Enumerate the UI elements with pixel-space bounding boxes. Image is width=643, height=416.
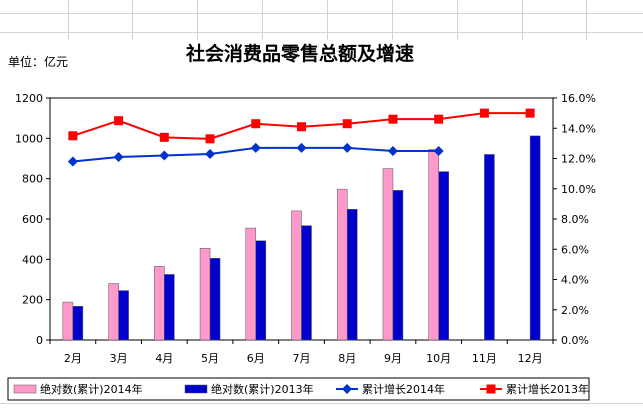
- right-tick-label: 12.0%: [561, 153, 596, 166]
- point-square: [342, 119, 352, 129]
- x-tick-label: 7月: [293, 352, 311, 365]
- left-tick-label: 600: [22, 213, 43, 226]
- point-square: [205, 134, 215, 144]
- point-diamond: [296, 142, 307, 153]
- left-tick-label: 400: [22, 253, 43, 266]
- legend-swatch: [184, 384, 208, 394]
- right-tick-label: 4.0%: [561, 274, 589, 287]
- legend-swatch: [13, 384, 37, 394]
- point-square: [297, 122, 306, 132]
- point-square: [479, 108, 489, 118]
- x-tick-label: 6月: [247, 352, 265, 365]
- x-tick-label: 11月: [472, 352, 497, 365]
- unit-label: 单位：亿元: [8, 54, 68, 69]
- point-square: [251, 119, 261, 129]
- bar-2013: [301, 225, 312, 341]
- point-diamond: [113, 151, 124, 162]
- point-diamond: [205, 148, 216, 159]
- bar-2013: [164, 274, 175, 341]
- bar-2014: [336, 188, 348, 341]
- point-diamond: [433, 145, 444, 156]
- right-tick-label: 6.0%: [561, 243, 589, 256]
- x-tick-label: 5月: [201, 352, 219, 365]
- point-square: [114, 116, 124, 126]
- x-tick-label: 9月: [384, 352, 402, 365]
- point-square: [159, 132, 169, 142]
- chart-title: 社会消费品零售总额及增速: [185, 42, 414, 65]
- bar-2014: [291, 210, 302, 341]
- left-tick-label: 800: [22, 173, 43, 186]
- bar-2013: [529, 135, 541, 341]
- bar-2013: [209, 258, 221, 341]
- right-tick-label: 14.0%: [561, 122, 596, 135]
- bar-2013: [392, 190, 404, 341]
- bar-2014: [199, 247, 211, 341]
- right-tick-label: 0.0%: [561, 334, 589, 347]
- x-tick-label: 8月: [338, 352, 356, 365]
- bar-2013: [118, 290, 129, 341]
- x-tick-label: 10月: [426, 352, 451, 365]
- legend-marker-square: [486, 384, 496, 394]
- right-tick-label: 16.0%: [561, 92, 596, 105]
- bar-2014: [245, 227, 257, 341]
- bar-2014: [428, 149, 439, 341]
- point-diamond: [67, 156, 78, 167]
- point-diamond: [342, 142, 353, 153]
- right-tick-label: 2.0%: [561, 304, 589, 317]
- point-square: [525, 108, 535, 118]
- legend-label: 累计增长2014年: [362, 382, 445, 396]
- x-tick-label: 4月: [155, 352, 173, 365]
- point-diamond: [250, 142, 261, 153]
- legend-label: 累计增长2013年: [506, 382, 589, 396]
- legend-label: 绝对数(累计)2014年: [40, 382, 143, 396]
- legend-box: [7, 377, 590, 401]
- point-diamond: [159, 150, 170, 161]
- point-square: [388, 114, 398, 124]
- bar-2014: [108, 283, 119, 341]
- bar-2013: [255, 240, 267, 341]
- left-tick-label: 1000: [15, 132, 43, 145]
- bar-2013: [72, 306, 84, 341]
- bar-2014: [62, 301, 74, 341]
- legend-label: 绝对数(累计)2013年: [211, 382, 314, 396]
- bar-2014: [382, 168, 394, 341]
- right-tick-label: 10.0%: [561, 183, 596, 196]
- x-tick-label: 2月: [64, 352, 82, 365]
- bar-2013: [346, 209, 358, 341]
- point-diamond: [387, 145, 398, 156]
- bar-2013: [484, 154, 495, 341]
- bar-2013: [438, 171, 449, 341]
- left-tick-label: 1200: [15, 92, 43, 105]
- legend-marker-diamond: [342, 384, 352, 394]
- left-tick-label: 200: [22, 294, 43, 307]
- point-square: [68, 131, 78, 141]
- plot-area: 0 200 400 600 800 1000 1200 0.0% 2.0% 4.0% 6.0% 8.0…: [15, 92, 596, 365]
- bar-2014: [154, 266, 165, 341]
- x-tick-label: 3月: [110, 352, 128, 365]
- point-square: [434, 114, 444, 124]
- right-tick-label: 8.0%: [561, 213, 589, 226]
- legend: 绝对数(累计)2014年 绝对数(累计)2013年 累计增长2014年 累计增长201…: [7, 377, 590, 401]
- x-tick-label: 12月: [518, 352, 543, 365]
- left-tick-label: 0: [36, 334, 43, 347]
